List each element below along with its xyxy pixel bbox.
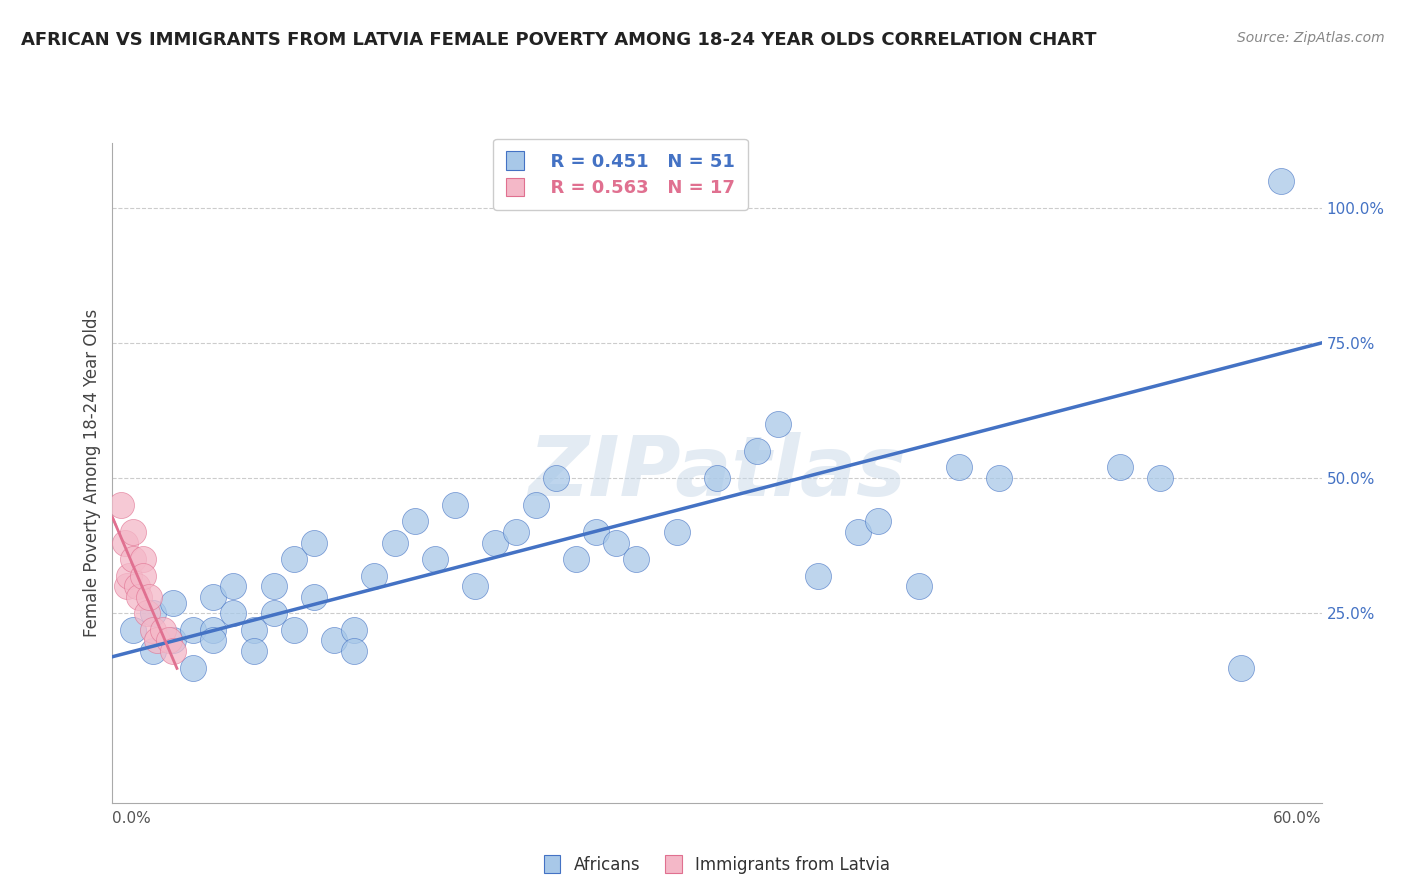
Point (585, 525, 607, 540)
Point (121, 623, 143, 637)
Point (302, 591, 325, 605)
Point (766, 417, 789, 431)
Point (110, 498, 132, 512)
Point (605, 536, 627, 550)
Point (907, 579, 929, 593)
Point (988, 471, 1011, 485)
Point (464, 579, 486, 593)
Point (152, 623, 174, 637)
Legend: Africans, Immigrants from Latvia: Africans, Immigrants from Latvia (537, 849, 897, 880)
Point (807, 568, 830, 582)
Point (423, 552, 446, 566)
Point (343, 644, 366, 658)
Point (162, 596, 184, 610)
Point (846, 525, 869, 540)
Point (283, 623, 305, 637)
Point (363, 568, 385, 582)
Point (157, 633, 180, 648)
Point (948, 460, 970, 475)
Point (128, 591, 150, 605)
Point (242, 623, 264, 637)
Point (121, 552, 143, 566)
Point (283, 552, 305, 566)
Point (404, 515, 426, 529)
Point (868, 515, 890, 529)
Point (1109, 460, 1132, 475)
Point (138, 591, 160, 605)
Point (142, 607, 165, 621)
Point (202, 633, 225, 648)
Point (132, 552, 155, 566)
Point (125, 579, 148, 593)
Point (1149, 471, 1171, 485)
Text: ZIPatlas: ZIPatlas (529, 433, 905, 513)
Point (132, 568, 155, 582)
Point (263, 579, 285, 593)
Point (524, 498, 547, 512)
Point (706, 471, 728, 485)
Point (142, 623, 165, 637)
Text: Source: ZipAtlas.com: Source: ZipAtlas.com (1237, 31, 1385, 45)
Point (181, 660, 204, 674)
Point (162, 644, 184, 658)
Y-axis label: Female Poverty Among 18-24 Year Olds: Female Poverty Among 18-24 Year Olds (83, 309, 101, 637)
Point (484, 536, 506, 550)
Point (222, 579, 245, 593)
Text: 0.0%: 0.0% (112, 811, 152, 826)
Point (384, 536, 406, 550)
Point (242, 644, 264, 658)
Point (302, 536, 325, 550)
Point (1270, 173, 1292, 187)
Point (343, 623, 366, 637)
Point (323, 633, 346, 648)
Point (142, 644, 165, 658)
Point (162, 633, 184, 648)
Text: 60.0%: 60.0% (1274, 811, 1322, 826)
Point (117, 568, 139, 582)
Text: AFRICAN VS IMMIGRANTS FROM LATVIA FEMALE POVERTY AMONG 18-24 YEAR OLDS CORRELATI: AFRICAN VS IMMIGRANTS FROM LATVIA FEMALE… (21, 31, 1097, 49)
Point (544, 471, 567, 485)
Point (222, 607, 245, 621)
Point (202, 623, 225, 637)
Point (747, 444, 769, 458)
Point (202, 591, 225, 605)
Point (505, 525, 527, 540)
Point (565, 552, 588, 566)
Point (263, 607, 285, 621)
Point (121, 525, 143, 540)
Point (135, 607, 157, 621)
Point (146, 633, 169, 648)
Point (181, 623, 204, 637)
Point (444, 498, 467, 512)
Point (1230, 660, 1253, 674)
Point (115, 579, 138, 593)
Point (626, 552, 648, 566)
Point (665, 525, 688, 540)
Point (114, 536, 136, 550)
